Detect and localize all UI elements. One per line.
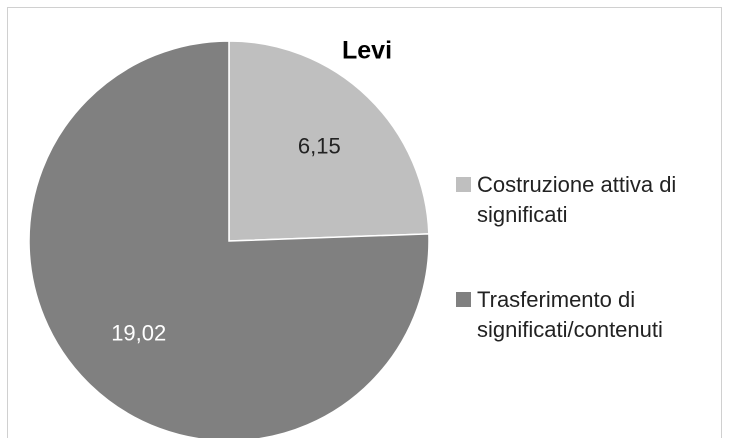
data-label: 19,02 bbox=[111, 320, 166, 345]
pie-slice bbox=[28, 40, 430, 438]
legend-swatch bbox=[456, 177, 471, 192]
pie-slice bbox=[228, 40, 430, 242]
legend-label: Costruzione attiva di significati bbox=[477, 172, 677, 227]
legend-label: Trasferimento di significati/contenuti bbox=[477, 287, 663, 342]
chart-title: Levi bbox=[342, 37, 392, 65]
legend-swatch bbox=[456, 292, 471, 307]
legend-item: Costruzione attiva di significati bbox=[456, 170, 721, 230]
legend-item: Trasferimento di significati/contenuti bbox=[456, 285, 721, 345]
data-label: 6,15 bbox=[298, 133, 341, 158]
chart-border bbox=[7, 7, 722, 438]
